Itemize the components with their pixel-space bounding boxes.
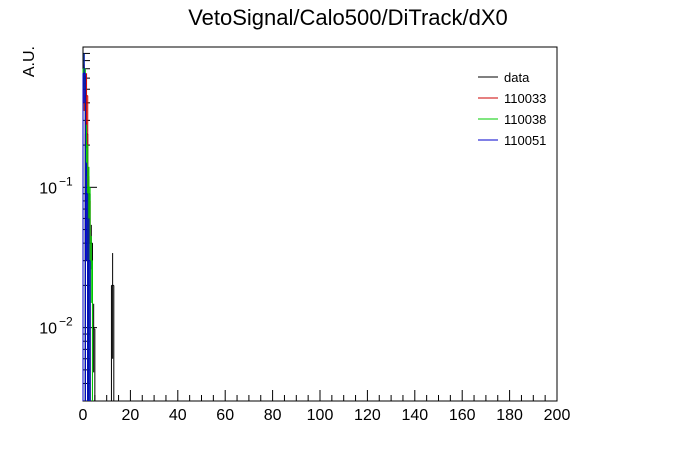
x-axis: 0 20 40 60 80 100 120 140 160 180 200 <box>79 390 571 424</box>
series-layer <box>82 53 115 401</box>
x-tick-label: 0 <box>79 407 88 424</box>
x-tick-label: 180 <box>496 407 523 424</box>
legend-label: data <box>504 70 530 85</box>
legend-label: 110033 <box>504 91 546 106</box>
legend-label: 110051 <box>504 133 546 148</box>
series-110051 <box>82 53 91 401</box>
x-tick-label: 20 <box>122 407 140 424</box>
legend: data 110033 110038 110051 <box>478 70 546 148</box>
y-tick-exponent: −1 <box>59 174 73 188</box>
x-tick-label: 120 <box>354 407 381 424</box>
x-tick-label: 200 <box>544 407 571 424</box>
x-tick-label: 60 <box>216 407 234 424</box>
y-tick-label: 10 <box>39 321 57 338</box>
plot-frame <box>82 46 558 402</box>
legend-label: 110038 <box>504 112 546 127</box>
y-axis: 10−110−2 <box>39 46 97 402</box>
x-tick-label: 80 <box>264 407 282 424</box>
y-tick-label: 10 <box>39 180 57 197</box>
x-tick-label: 160 <box>449 407 476 424</box>
chart-title: VetoSignal/Calo500/DiTrack/dX0 <box>188 5 508 30</box>
y-tick-exponent: −2 <box>59 315 73 329</box>
x-tick-label: 140 <box>401 407 428 424</box>
x-tick-label: 100 <box>307 407 334 424</box>
y-axis-label: A.U. <box>21 46 38 77</box>
x-tick-label: 40 <box>169 407 187 424</box>
